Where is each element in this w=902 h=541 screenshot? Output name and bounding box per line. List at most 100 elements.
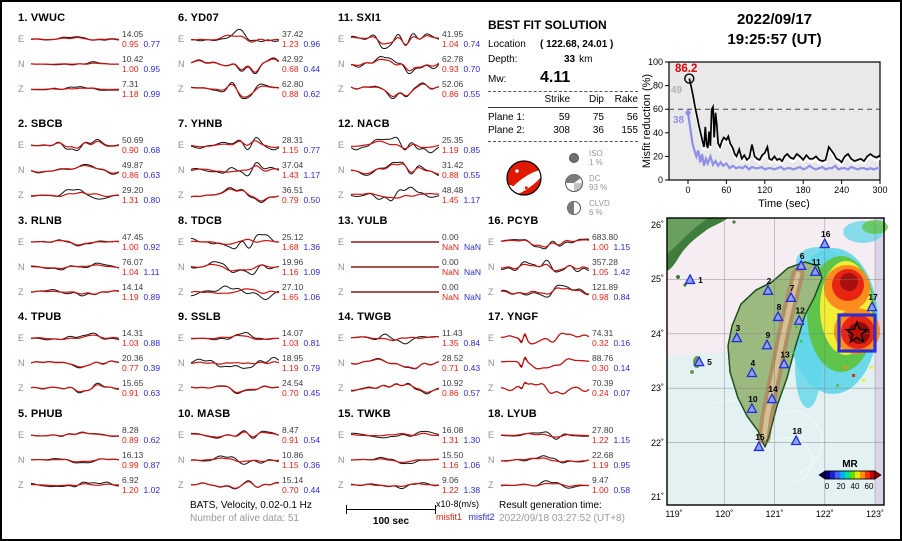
channel-values: 7.31 1.18 0.99 — [122, 79, 160, 99]
amplitude-value: 74.31 — [592, 327, 614, 338]
station-marker-1 — [684, 273, 696, 285]
station-block-MASB: 10. MASB E 8.47 0.91 0.54 N 10.86 1.15 0.36 Z 15.1… — [178, 408, 336, 497]
clvd-beachball-icon — [567, 201, 581, 215]
misfit1-value: 0.90 — [122, 144, 139, 155]
misfit1-value: 1.22 — [592, 434, 609, 445]
channel-label: E — [178, 236, 185, 247]
channel-label: E — [18, 429, 25, 440]
channel-values: 121.89 0.98 0.84 — [592, 282, 630, 302]
result-label: Result generation time: — [499, 500, 602, 511]
waveform-trace — [191, 186, 279, 203]
amplitude-value: 50.69 — [122, 134, 144, 145]
channel-label: N — [18, 261, 25, 272]
panel-title: BEST FIT SOLUTION — [488, 18, 607, 32]
svg-text:120: 120 — [757, 185, 772, 195]
station-number-label: 6 — [800, 251, 805, 261]
amplitude-value: 28.52 — [442, 352, 464, 363]
waveform-trace — [31, 35, 119, 41]
station-number-label: 13 — [780, 349, 790, 359]
station-number-label: 2 — [767, 276, 772, 286]
channel-label: N — [178, 58, 185, 69]
misfit1-value: 0.24 — [592, 387, 609, 398]
plane-value: 75 — [592, 112, 604, 123]
channel-row-E: E 8.28 0.89 0.62 — [18, 422, 176, 447]
channel-values: 16.13 0.99 0.87 — [122, 450, 160, 470]
station-number-label: 17 — [868, 292, 878, 302]
amplitude-value: 9.06 — [442, 474, 459, 485]
blue-annotation: 38 — [673, 115, 685, 126]
misfit-ylabel: Misfit reduction (%) — [642, 74, 653, 168]
channel-values: 37.42 1.23 0.96 — [282, 29, 320, 49]
misfit1-value: 1.15 — [282, 144, 299, 155]
station-header: 7. YHNB — [178, 118, 223, 130]
misfit1-value: 1.05 — [592, 266, 609, 277]
channel-label: N — [338, 261, 345, 272]
station-number-label: 16 — [821, 229, 831, 239]
waveform-trace — [351, 186, 439, 201]
lon-tick-label: 121˚ — [765, 509, 783, 519]
misfit2-value: 1.15 — [613, 241, 631, 252]
channel-row-E: E 25.12 1.68 1.36 — [178, 229, 336, 254]
station-number-label: 5 — [707, 357, 712, 367]
iso-beachball-icon — [569, 153, 579, 163]
station-marker-12 — [793, 314, 805, 325]
waveform-trace — [191, 81, 279, 99]
svg-text:0: 0 — [658, 175, 663, 185]
waveform-trace — [351, 456, 439, 464]
channel-values: 9.47 1.00 0.58 — [592, 475, 630, 495]
misfit2-value: 1.36 — [303, 241, 321, 252]
channel-row-E: E 28.31 1.15 0.77 — [178, 132, 336, 157]
channel-values: 8.47 0.91 0.54 — [282, 425, 320, 445]
waveform-trace — [31, 382, 119, 393]
waveform-trace — [191, 136, 279, 150]
amplitude-value: 29.20 — [122, 184, 144, 195]
channel-label: E — [488, 429, 495, 440]
misfit1-value: NaN — [442, 291, 460, 302]
misfit1-value: 1.16 — [442, 459, 459, 470]
misfit1-value: 0.77 — [122, 362, 139, 373]
waveform-trace — [501, 355, 589, 370]
station-marker-3 — [731, 331, 743, 343]
misfit-reduction-plot: 0 20 40 60 80 100 0 60 120 180 240 300 Misfit reduct… — [642, 57, 888, 210]
waveform-trace — [31, 332, 119, 340]
station-block-TDCB: 8. TDCB E 25.12 1.68 1.36 N 19.96 1.16 1.09 Z 27.1… — [178, 215, 336, 304]
channel-row-Z: Z 48.48 1.45 1.17 — [338, 182, 496, 207]
misfit2-value: 1.11 — [143, 266, 160, 277]
amplitude-value: 14.05 — [122, 28, 144, 39]
misfit2-value: 1.17 — [463, 194, 481, 205]
channel-row-Z: Z 14.14 1.19 0.89 — [18, 279, 176, 304]
alive-data-count: Number of alive data: 51 — [190, 513, 299, 524]
misfit1-value: 1.35 — [442, 337, 459, 348]
lat-tick-label: 22˚ — [651, 438, 664, 448]
amplitude-value: 62.80 — [282, 78, 304, 89]
misfit1-value: 1.00 — [592, 241, 609, 252]
waveform-trace — [351, 481, 439, 489]
station-header: 17. YNGF — [488, 311, 539, 323]
misfit2-value: NaN — [464, 266, 482, 277]
station-header: 4. TPUB — [18, 311, 62, 323]
station-header: 9. SSLB — [178, 311, 221, 323]
misfit2-value: 0.88 — [143, 337, 161, 348]
waveform-trace — [191, 57, 279, 74]
channel-label: Z — [18, 382, 24, 393]
station-marker-8 — [772, 310, 784, 322]
channel-row-Z: Z 36.51 0.79 0.50 — [178, 182, 336, 207]
channel-label: Z — [338, 382, 344, 393]
channel-label: E — [18, 139, 25, 150]
channel-label: E — [338, 33, 345, 44]
channel-row-Z: Z 15.14 0.70 0.44 — [178, 472, 336, 497]
station-block-YNGF: 17. YNGF E 74.31 0.32 0.16 N 88.76 0.30 0.14 Z 70.… — [488, 311, 646, 400]
channel-label: N — [18, 454, 25, 465]
misfit1-value: 0.32 — [592, 337, 609, 348]
waveform-trace — [31, 481, 119, 487]
misfit1-value: 1.03 — [122, 337, 139, 348]
amplitude-value: 0.00 — [442, 256, 459, 267]
misfit2-value: 0.55 — [463, 88, 481, 99]
event-date: 2022/09/17 — [736, 11, 813, 28]
channel-values: 10.92 0.86 0.57 — [442, 378, 480, 398]
channel-values: 20.36 0.77 0.39 — [122, 353, 160, 373]
waveform-trace — [351, 55, 439, 74]
channel-label: N — [178, 261, 185, 272]
amplitude-value: 49.87 — [122, 159, 144, 170]
